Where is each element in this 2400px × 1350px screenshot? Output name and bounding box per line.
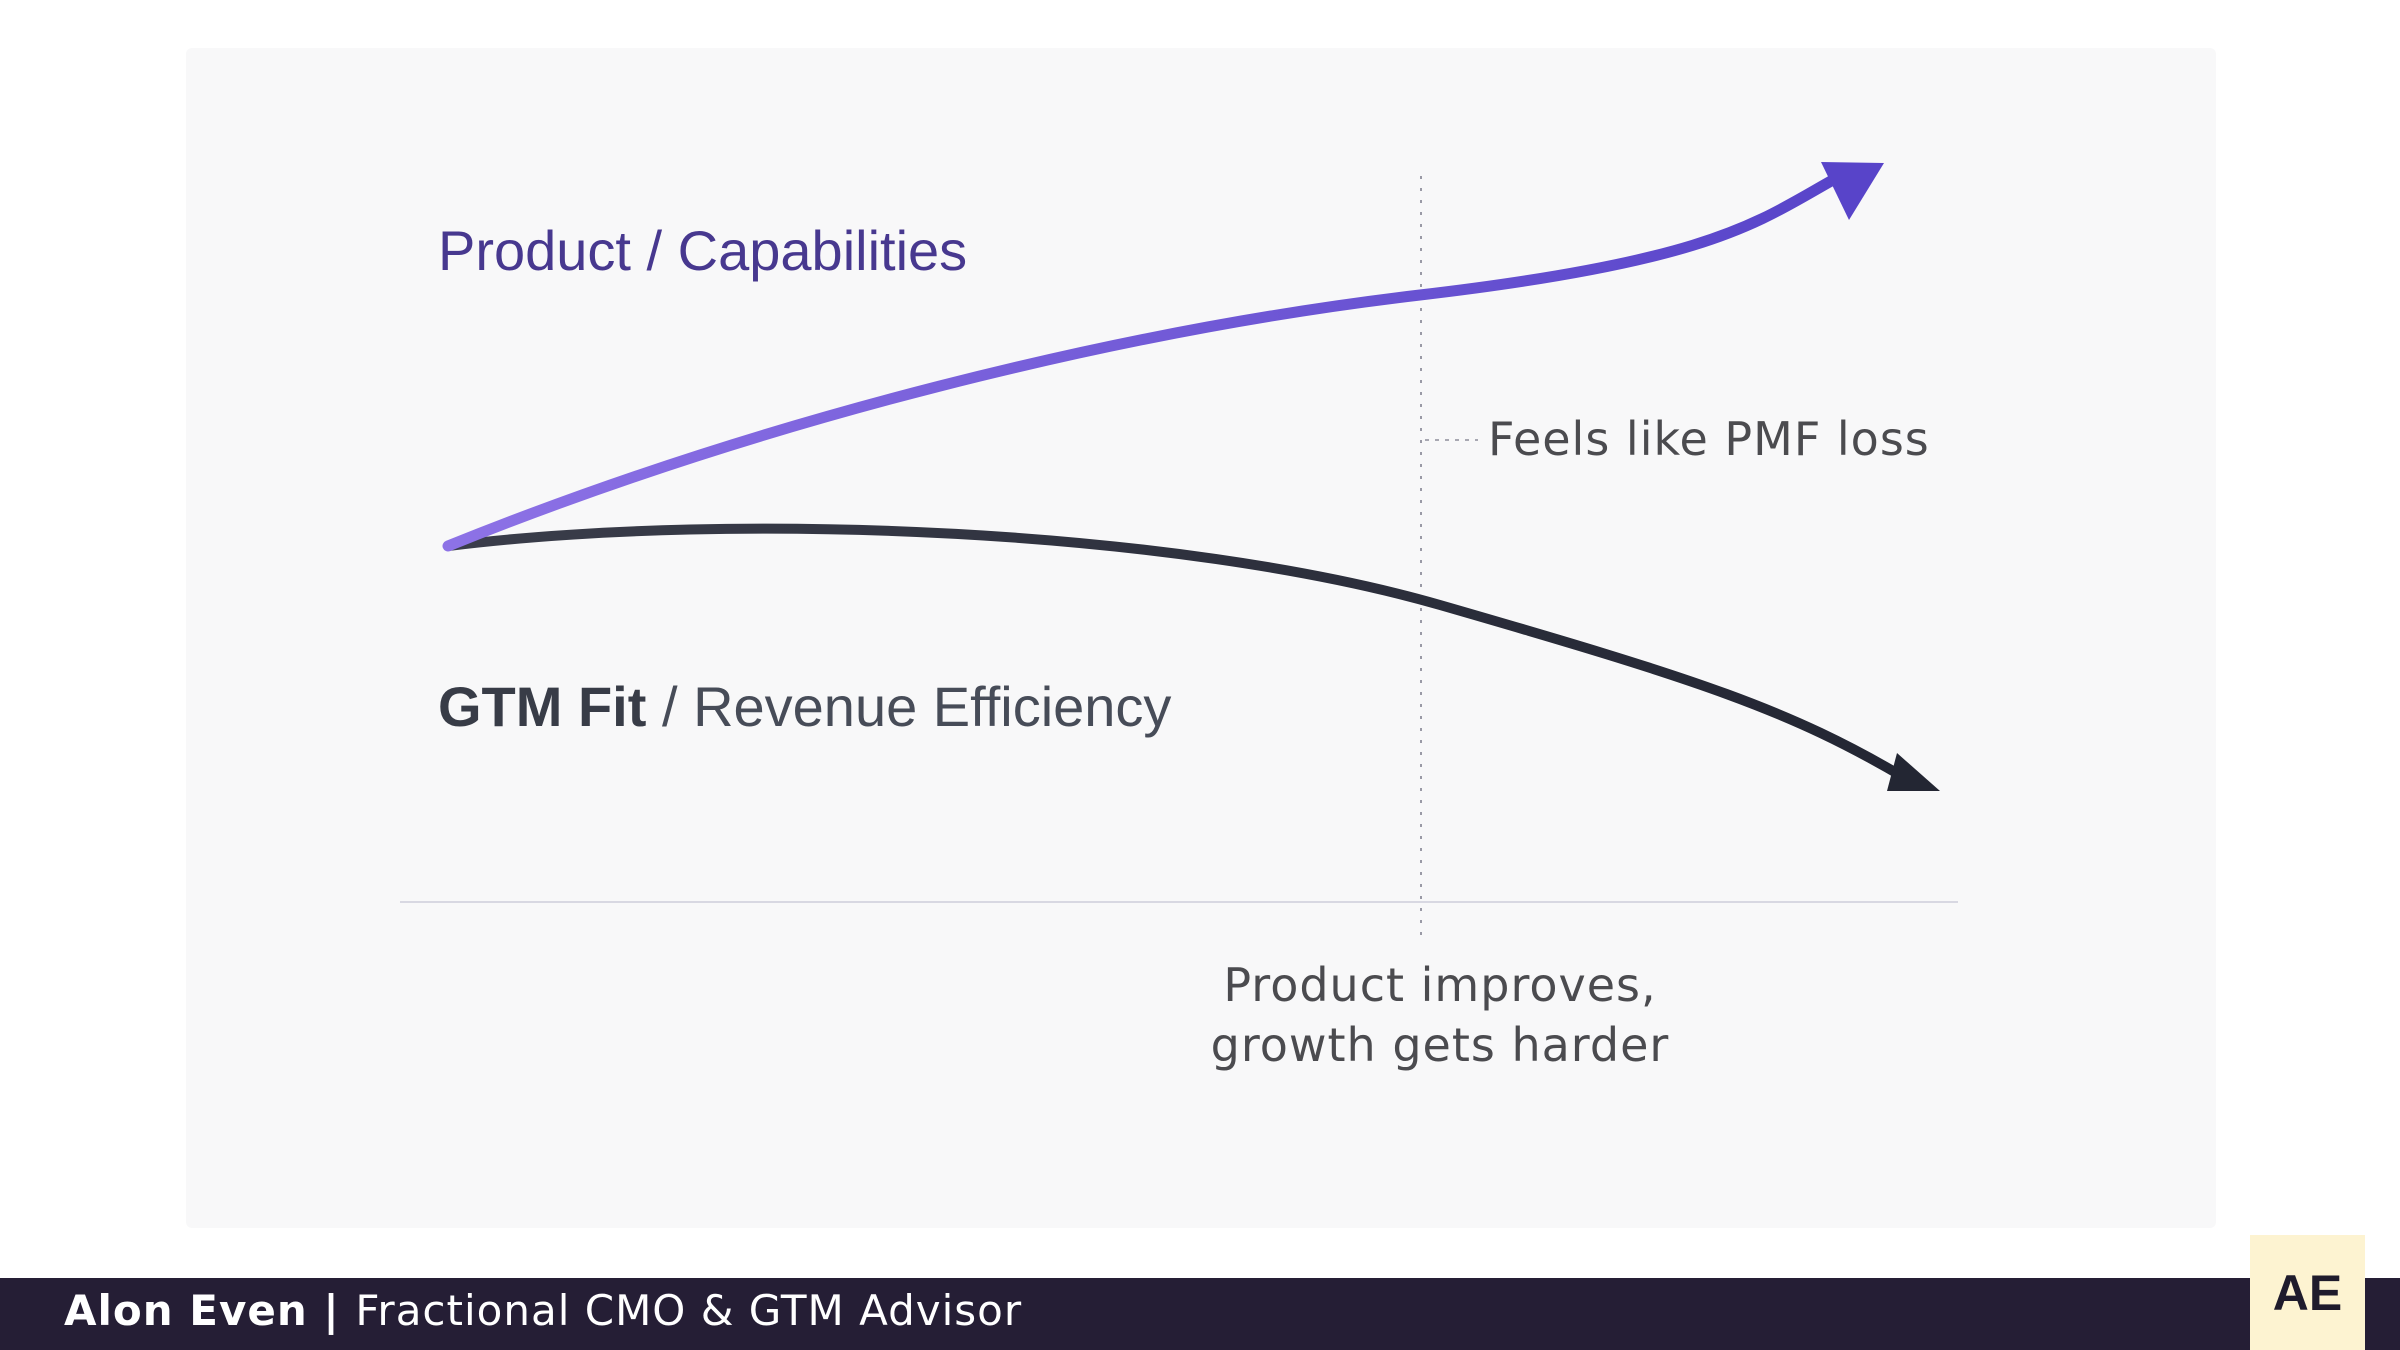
diagram-card <box>186 48 2216 1228</box>
annotation-line-1: Product improves, <box>1223 958 1657 1012</box>
product-capabilities-label: Product / Capabilities <box>438 219 968 282</box>
footer-separator: | <box>307 1286 356 1335</box>
footer-bar: Alon Even | Fractional CMO & GTM Advisor <box>0 1278 2400 1350</box>
ae-logo-badge: AE <box>2250 1235 2365 1350</box>
product-improves-annotation: Product improves, growth gets harder <box>1195 955 1685 1075</box>
footer-credit: Alon Even | Fractional CMO & GTM Advisor <box>64 1286 1022 1335</box>
gtm-fit-arrowhead <box>1887 753 1940 791</box>
product-curve <box>442 170 1846 552</box>
pmf-loss-annotation: Feels like PMF loss <box>1488 412 1930 466</box>
gtm-fit-label: GTM Fit / Revenue Efficiency <box>438 674 1171 739</box>
author-name: Alon Even <box>64 1286 308 1335</box>
annotation-line-2: growth gets harder <box>1210 1018 1670 1072</box>
author-title: Fractional CMO & GTM Advisor <box>355 1286 1023 1335</box>
product-arrowhead <box>1821 162 1884 220</box>
gtm-fit-curve <box>443 523 1910 783</box>
revenue-efficiency-text: / Revenue Efficiency <box>646 675 1172 738</box>
gtm-fit-strong: GTM Fit <box>438 675 647 738</box>
